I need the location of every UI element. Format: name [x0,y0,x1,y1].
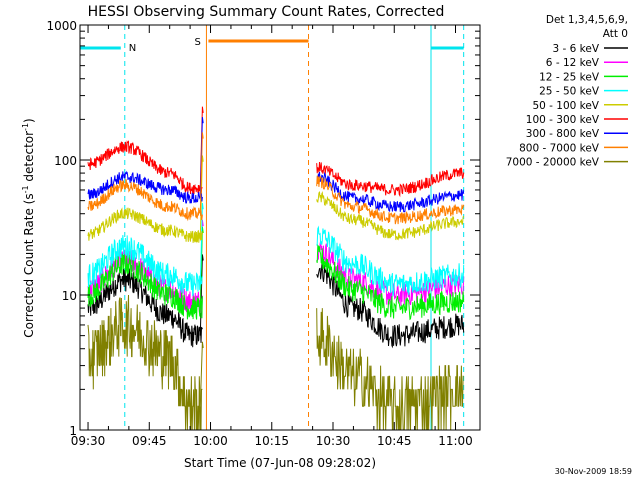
legend-label: 100 - 300 keV [526,114,600,126]
legend-items: 3 - 6 keV 6 - 12 keV 12 - 25 keV 25 - 50 ke… [506,43,628,169]
series-line-3-segment-1 [87,235,203,297]
y-axis-label-end: ) [22,118,36,123]
series-line-8-segment-2 [316,308,464,431]
chart-title: HESSI Observing Summary Count Rates, Cor… [88,4,445,20]
y-tick-label: 100 [54,154,77,168]
series-line-4-segment-1 [87,207,203,244]
y-axis-label-main: Corrected Count Rate (s [22,193,36,337]
y-axis-ticks: 1 10 100 1000 [46,19,480,438]
x-tick-label: 09:45 [132,434,167,448]
series-line-2-segment-1 [87,252,203,320]
series-line-4-flare-spike [199,155,204,237]
series-layer [87,106,465,431]
x-tick-label: 10:00 [193,434,228,448]
legend: Det 1,3,4,5,6,9, Att 0 3 - 6 keV 6 - 12 k… [506,14,628,169]
legend-label: 3 - 6 keV [552,43,599,55]
legend-label: 300 - 800 keV [526,128,600,140]
x-tick-label: 10:45 [377,434,412,448]
y-tick-label: 1 [69,424,77,438]
y-axis-label-mid: detector [22,131,36,186]
saa-marker-label: S [194,37,200,48]
legend-label: 12 - 25 keV [539,71,600,83]
series-line-8-flare-spike [199,341,204,407]
legend-label: 7000 - 20000 keV [506,157,600,169]
legend-label: 25 - 50 keV [539,86,600,98]
y-axis-label-sup1: -1 [21,185,30,193]
y-axis-label: Corrected Count Rate (s-1 detector-1) [21,118,36,337]
series-line-7-segment-1 [87,178,203,222]
series-line-8-segment-1 [87,294,203,431]
series-line-7-flare-spike [199,132,204,214]
x-tick-label: 10:15 [254,434,289,448]
legend-label: 800 - 7000 keV [519,142,600,154]
series-line-3-segment-2 [316,225,465,297]
x-tick-label: 10:30 [316,434,351,448]
x-axis-ticks: 09:30 09:45 10:00 10:15 10:30 10:45 11:00 [71,25,473,448]
x-tick-label: 09:30 [71,434,106,448]
series-line-2-segment-2 [316,243,465,321]
series-line-5-segment-1 [87,140,203,195]
legend-header-line2: Att 0 [603,28,628,40]
series-line-7-segment-2 [316,175,465,225]
legend-label: 50 - 100 keV [532,100,599,112]
y-tick-label: 10 [62,289,77,303]
series-line-6-segment-2 [316,171,465,213]
series-line-3-flare-spike [199,202,204,285]
plot-frame [79,24,481,431]
series-line-6-segment-1 [87,170,203,204]
y-tick-label: 1000 [46,19,77,33]
series-line-0-segment-2 [316,259,465,349]
x-axis-label: Start Time (07-Jun-08 09:28:02) [184,456,376,470]
y-axis-label-sup2: -1 [21,123,30,131]
series-line-4-segment-2 [316,191,465,241]
footer-timestamp: 30-Nov-2009 18:59 [555,467,632,476]
legend-label: 6 - 12 keV [546,57,600,69]
night-marker-label: N [129,43,136,54]
legend-header-line1: Det 1,3,4,5,6,9, [546,14,628,26]
series-line-5-segment-2 [316,161,465,198]
x-tick-label: 11:00 [438,434,473,448]
series-line-0-segment-1 [87,268,203,348]
